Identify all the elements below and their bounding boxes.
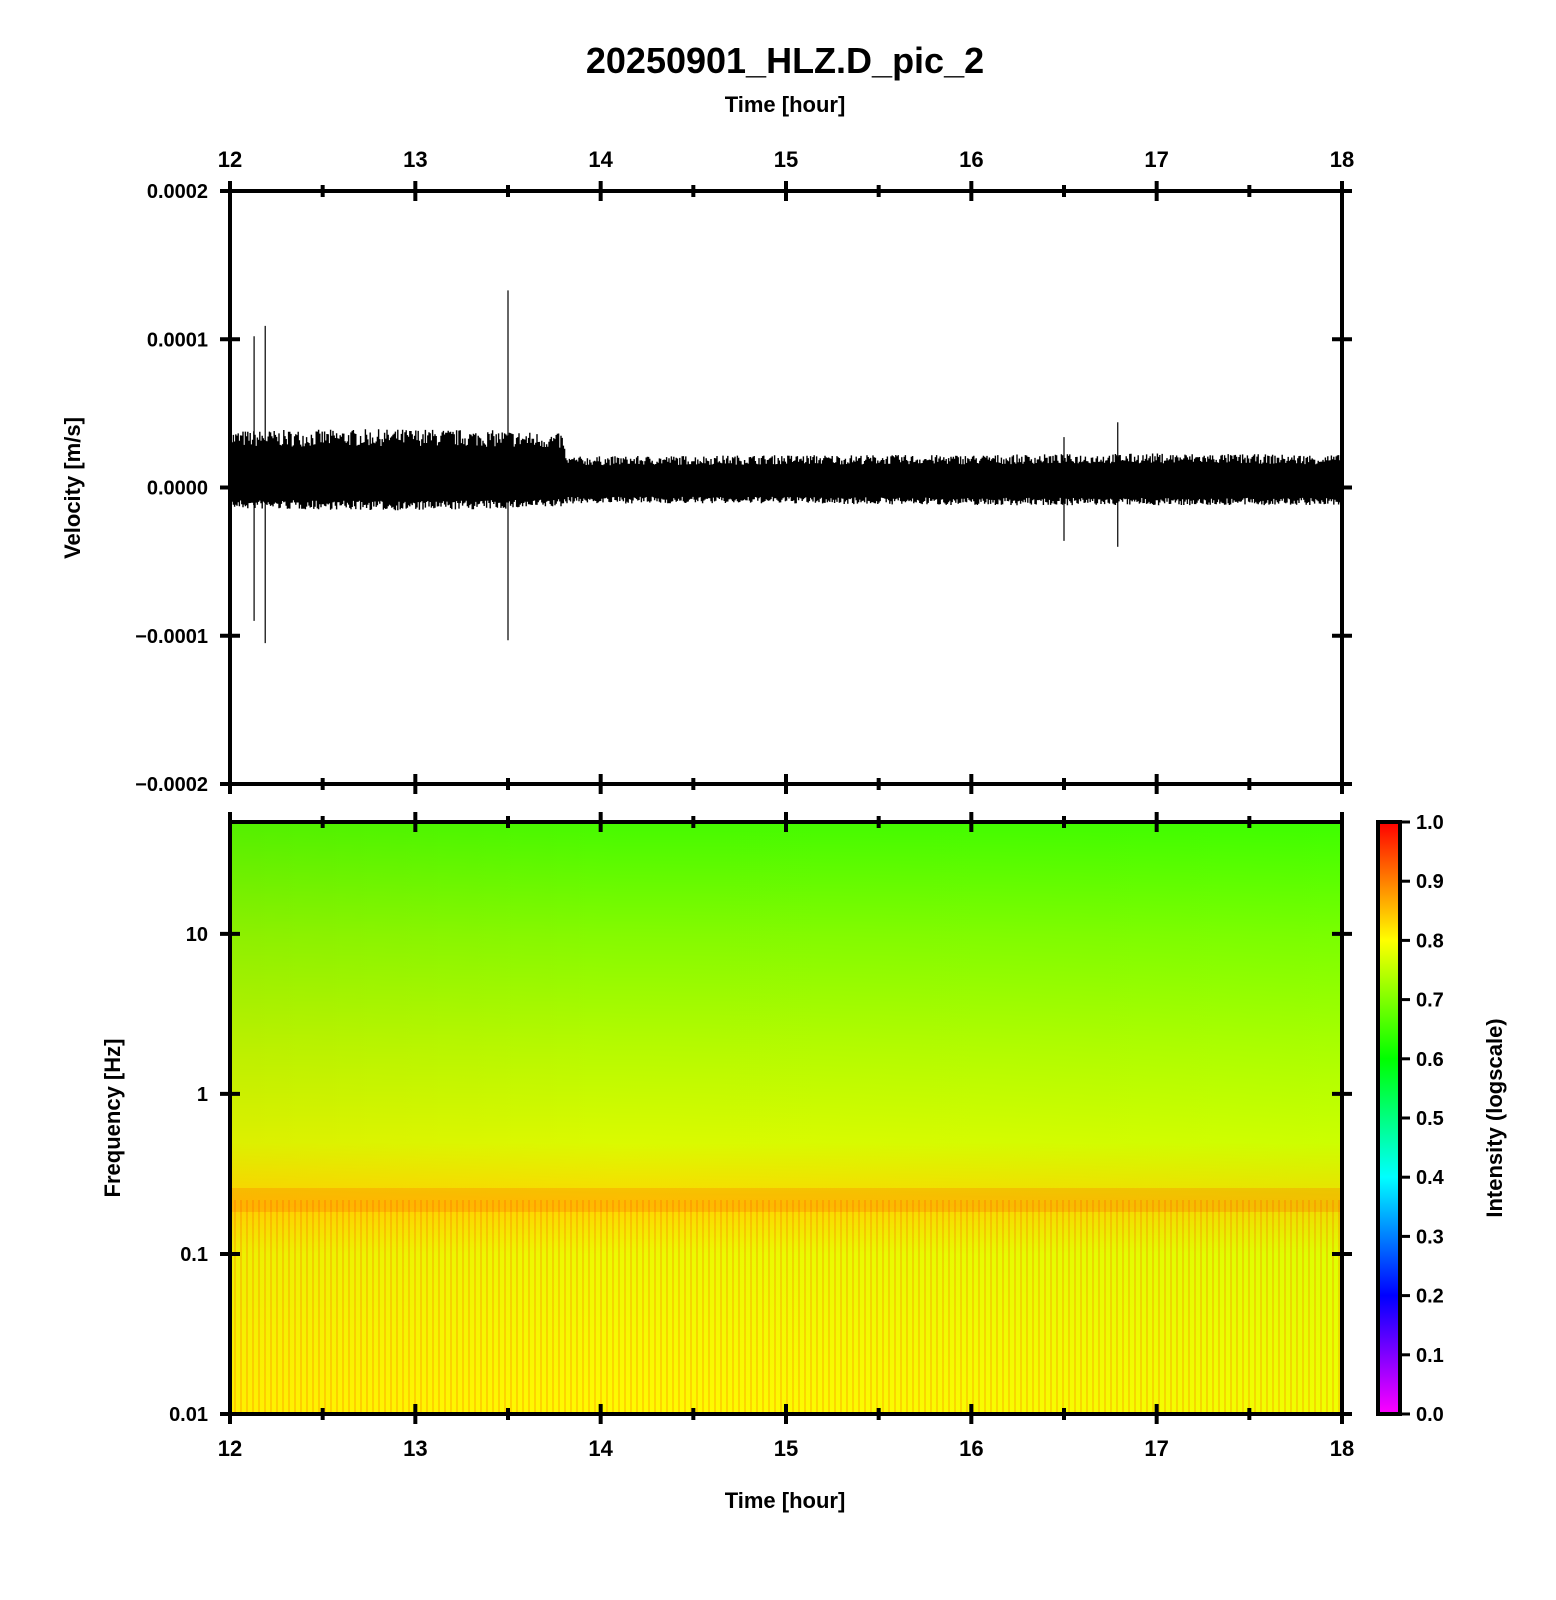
waveform-y-axis-label: Velocity [m/s]	[60, 417, 85, 559]
waveform-y-tick-label: −0.0002	[135, 774, 208, 796]
spectrogram-low-freq-stripes	[230, 1200, 1342, 1414]
spectrogram-x-axis-label: Time [hour]	[725, 1488, 846, 1513]
spectrogram-y-tick-label: 0.01	[169, 1404, 208, 1426]
spectrogram-x-tick-label: 12	[218, 1436, 242, 1461]
waveform-x-tick-label: 17	[1144, 147, 1168, 172]
spectrogram-y-tick-label: 1	[197, 1084, 208, 1106]
waveform-x-tick-label: 18	[1330, 147, 1354, 172]
spectrogram-x-tick-label: 13	[403, 1436, 427, 1461]
waveform-y-ticks: 0.0002 0.0001 0.0000 −0.0001 −0.0002	[135, 181, 1352, 796]
spectrogram-y-ticks: 10 1 0.1 0.01	[169, 924, 1352, 1426]
colorbar-tick-label: 0.3	[1416, 1226, 1444, 1248]
waveform-x-tick-label: 12	[218, 147, 242, 172]
spectrogram-y-tick-label: 10	[186, 924, 208, 946]
colorbar-tick-label: 0.2	[1416, 1286, 1444, 1308]
waveform-x-tick-label: 15	[774, 147, 798, 172]
spectrogram-panel: 12 13 14 15 16 17 18 10 1 0.1 0.01 Frequency [Hz]…	[100, 812, 1354, 1513]
colorbar-tick-label: 0.7	[1416, 990, 1444, 1012]
colorbar-gradient	[1376, 820, 1402, 1416]
colorbar-tick-label: 0.6	[1416, 1049, 1444, 1071]
colorbar-tick-label: 0.5	[1416, 1108, 1444, 1130]
waveform-y-tick-label: −0.0001	[135, 626, 208, 648]
waveform-x-tick-label: 14	[588, 147, 613, 172]
waveform-y-tick-label: 0.0001	[147, 329, 208, 351]
spectrogram-microseism-band	[230, 1188, 1342, 1212]
waveform-panel: 12 13 14 15 16 17 18 0.0002 0.0001 0.0000 −0.0001…	[60, 147, 1354, 796]
waveform-x-tick-label: 16	[959, 147, 983, 172]
colorbar: 1.0 0.9 0.8 0.7 0.6 0.5 0.4 0.3 0.2 0.1 0.0 Intens…	[1376, 812, 1507, 1426]
top-x-axis-label: Time [hour]	[725, 92, 846, 117]
spectrogram-x-tick-label: 16	[959, 1436, 983, 1461]
colorbar-ticks: 1.0 0.9 0.8 0.7 0.6 0.5 0.4 0.3 0.2 0.1 0.0	[1400, 812, 1445, 1426]
waveform-y-tick-label: 0.0002	[147, 181, 208, 203]
colorbar-tick-label: 0.9	[1416, 871, 1444, 893]
waveform-top-x-ticks: 12 13 14 15 16 17 18	[218, 147, 1354, 794]
spectrogram-x-tick-label: 17	[1144, 1436, 1168, 1461]
chart-title: 20250901_HLZ.D_pic_2	[586, 40, 984, 81]
spectrogram-y-tick-label: 0.1	[180, 1244, 208, 1266]
colorbar-tick-label: 1.0	[1416, 812, 1444, 834]
spectrogram-x-ticks: 12 13 14 15 16 17 18	[218, 812, 1354, 1461]
spectrogram-y-axis-label: Frequency [Hz]	[100, 1039, 125, 1198]
colorbar-tick-label: 0.0	[1416, 1404, 1444, 1426]
spectrogram-x-tick-label: 18	[1330, 1436, 1354, 1461]
velocity-noise-band	[230, 429, 1341, 511]
colorbar-tick-label: 0.1	[1416, 1345, 1444, 1367]
waveform-y-tick-label: 0.0000	[147, 478, 208, 500]
colorbar-label: Intensity (logscale)	[1482, 1018, 1507, 1217]
spectrogram-x-tick-label: 15	[774, 1436, 798, 1461]
spectrogram-x-tick-label: 14	[588, 1436, 613, 1461]
velocity-trace	[230, 290, 1341, 644]
colorbar-tick-label: 0.8	[1416, 930, 1444, 952]
waveform-x-tick-label: 13	[403, 147, 427, 172]
colorbar-tick-label: 0.4	[1416, 1167, 1445, 1189]
